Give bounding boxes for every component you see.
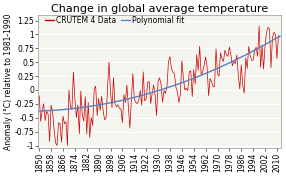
Legend: CRUTEM 4 Data, Polynomial fit: CRUTEM 4 Data, Polynomial fit — [45, 16, 185, 25]
Polynomial fit — [213, 69, 216, 71]
CRUTEM 4 Data — [214, 48, 218, 50]
Polynomial fit — [275, 37, 279, 39]
CRUTEM 4 Data — [148, 80, 151, 83]
Polynomial fit — [244, 54, 247, 56]
Polynomial fit — [278, 35, 282, 37]
CRUTEM 4 Data — [263, 45, 267, 47]
CRUTEM 4 Data — [278, 36, 282, 38]
Title: Change in global average temperature: Change in global average temperature — [51, 4, 269, 14]
CRUTEM 4 Data — [228, 46, 231, 48]
Line: Polynomial fit: Polynomial fit — [39, 36, 280, 111]
Line: CRUTEM 4 Data: CRUTEM 4 Data — [39, 26, 280, 146]
Polynomial fit — [37, 110, 41, 112]
CRUTEM 4 Data — [106, 86, 109, 88]
Polynomial fit — [226, 62, 230, 65]
CRUTEM 4 Data — [37, 95, 41, 97]
Polynomial fit — [260, 45, 264, 47]
Polynomial fit — [104, 103, 108, 105]
CRUTEM 4 Data — [245, 67, 249, 70]
CRUTEM 4 Data — [55, 144, 59, 147]
Y-axis label: Anomaly (°C) relative to 1981-1990: Anomaly (°C) relative to 1981-1990 — [4, 13, 13, 150]
CRUTEM 4 Data — [257, 25, 261, 27]
